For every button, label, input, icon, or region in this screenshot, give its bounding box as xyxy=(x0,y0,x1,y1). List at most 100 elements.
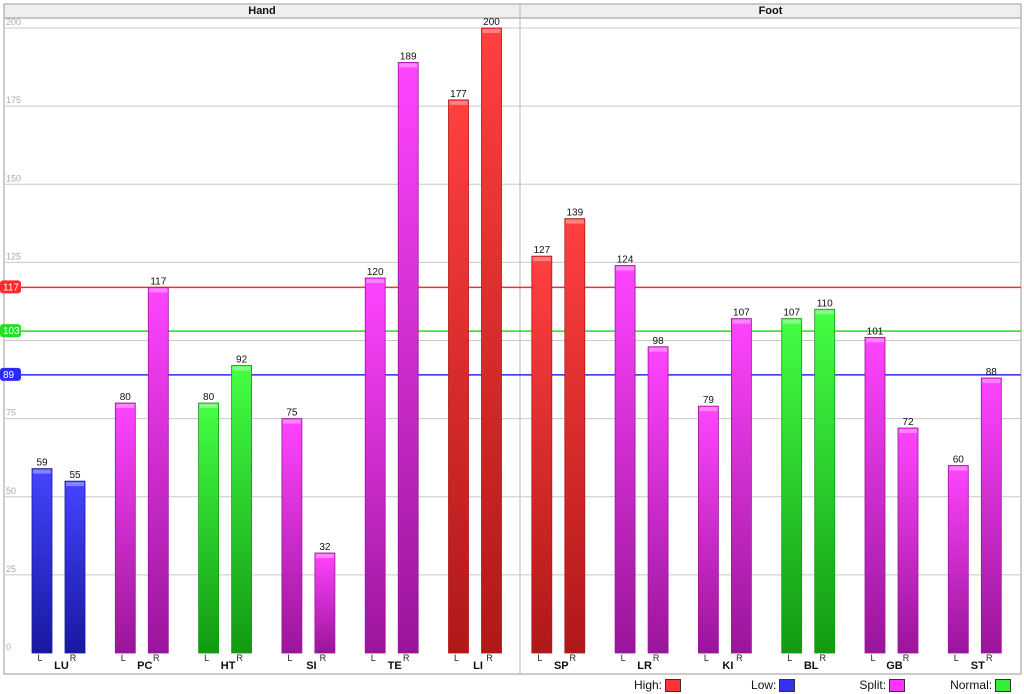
side-tick-label: L xyxy=(371,653,376,663)
side-tick-label: L xyxy=(37,653,42,663)
reference-badge-normal xyxy=(0,324,21,338)
bar-value-label: 72 xyxy=(902,417,914,428)
bar-SP-L xyxy=(531,255,553,654)
side-tick-label: R xyxy=(653,653,660,663)
group-label-PC: PC xyxy=(137,660,152,672)
reference-value-low: 89 xyxy=(3,370,15,381)
bar-value-label: 80 xyxy=(120,392,132,403)
side-tick-label: L xyxy=(954,653,959,663)
bar-value-label: 80 xyxy=(203,392,215,403)
bar-value-label: 92 xyxy=(236,355,248,366)
bar-highlight xyxy=(649,347,668,352)
y-tick-label: 75 xyxy=(6,408,16,418)
bar-TE-L xyxy=(364,277,386,654)
y-tick-label: 125 xyxy=(6,251,21,261)
side-tick-label: L xyxy=(621,653,626,663)
bar-LR-R xyxy=(647,346,669,654)
bar-GB-L xyxy=(864,336,886,654)
legend-high-swatch xyxy=(665,678,682,692)
side-tick-label: L xyxy=(704,653,709,663)
bar-value-label: 189 xyxy=(400,51,417,62)
side-tick-label: R xyxy=(986,653,993,663)
group-label-SP: SP xyxy=(554,660,569,672)
bar-value-label: 177 xyxy=(450,89,467,100)
reference-value-normal: 103 xyxy=(3,326,20,337)
reference-badge-low xyxy=(0,367,21,381)
bar-highlight xyxy=(366,279,385,283)
bar-value-label: 117 xyxy=(150,276,166,287)
bar-highlight xyxy=(732,319,751,324)
bar-LU-R xyxy=(64,480,86,654)
legend-low-label: Low: xyxy=(751,678,777,692)
side-tick-label: R xyxy=(236,653,243,663)
bar-highlight xyxy=(282,419,301,424)
bar-highlight xyxy=(565,219,584,224)
group-label-GB: GB xyxy=(886,660,903,672)
bar-highlight xyxy=(949,466,968,471)
group-label-LU: LU xyxy=(54,660,69,672)
bar-GB-R xyxy=(897,427,919,654)
bar-value-label: 59 xyxy=(36,458,48,469)
bar-highlight xyxy=(149,288,168,293)
bar-highlight xyxy=(815,310,834,315)
bar-BL-L xyxy=(781,318,803,654)
bar-value-label: 101 xyxy=(867,326,884,337)
bar-value-label: 88 xyxy=(986,367,998,378)
legend-high-label: High: xyxy=(634,678,663,692)
plot-frame xyxy=(3,3,1022,675)
bar-HT-R xyxy=(231,365,253,654)
side-tick-label: R xyxy=(70,653,77,663)
group-label-HT: HT xyxy=(221,660,236,672)
chart-legend: High: Low: Split: Normal: xyxy=(634,677,1012,693)
group-label-BL: BL xyxy=(804,660,819,672)
side-tick-label: L xyxy=(287,653,292,663)
side-tick-label: L xyxy=(787,653,792,663)
bar-LR-L xyxy=(614,265,636,654)
bar-highlight xyxy=(532,257,551,262)
bar-highlight xyxy=(399,63,418,68)
bar-value-label: 124 xyxy=(617,255,634,266)
side-tick-label: R xyxy=(819,653,826,663)
bar-value-label: 107 xyxy=(733,308,750,319)
side-tick-label: L xyxy=(870,653,875,663)
side-tick-label: R xyxy=(486,653,493,663)
y-tick-label: 175 xyxy=(6,95,21,105)
legend-low-swatch xyxy=(779,678,796,692)
bar-highlight xyxy=(232,366,251,371)
bar-value-label: 127 xyxy=(533,245,550,256)
legend-normal-swatch xyxy=(995,678,1012,692)
side-tick-label: L xyxy=(204,653,209,663)
bar-value-label: 79 xyxy=(703,395,715,406)
bar-value-label: 32 xyxy=(319,542,331,553)
bar-KI-R xyxy=(731,318,752,654)
bar-LU-L xyxy=(31,468,53,654)
bar-value-label: 55 xyxy=(69,470,81,481)
bar-LI-R xyxy=(481,27,502,654)
bar-highlight xyxy=(116,404,135,408)
legend-split-swatch xyxy=(889,678,906,692)
group-label-ST: ST xyxy=(971,660,985,672)
bar-ST-L xyxy=(947,465,969,654)
side-tick-label: L xyxy=(454,653,459,663)
side-tick-label: R xyxy=(736,653,743,663)
side-tick-label: R xyxy=(320,653,327,663)
bar-highlight xyxy=(449,100,468,105)
bar-value-label: 110 xyxy=(817,298,833,309)
bar-value-label: 60 xyxy=(953,455,965,466)
bar-value-label: 75 xyxy=(286,408,298,419)
bar-SP-R xyxy=(564,218,586,654)
side-tick-label: R xyxy=(403,653,410,663)
bar-highlight xyxy=(616,266,635,271)
bar-BL-R xyxy=(814,308,836,654)
bar-value-label: 139 xyxy=(566,208,583,219)
legend-normal-label: Normal: xyxy=(950,678,993,692)
bar-highlight xyxy=(982,379,1001,383)
bar-highlight xyxy=(66,482,84,487)
reference-value-high: 117 xyxy=(3,282,19,293)
panel-title-hand: Hand xyxy=(248,5,276,17)
bar-LI-L xyxy=(448,99,469,654)
side-tick-label: R xyxy=(570,653,577,663)
bar-SI-L xyxy=(281,418,303,654)
bar-value-label: 200 xyxy=(483,17,500,28)
